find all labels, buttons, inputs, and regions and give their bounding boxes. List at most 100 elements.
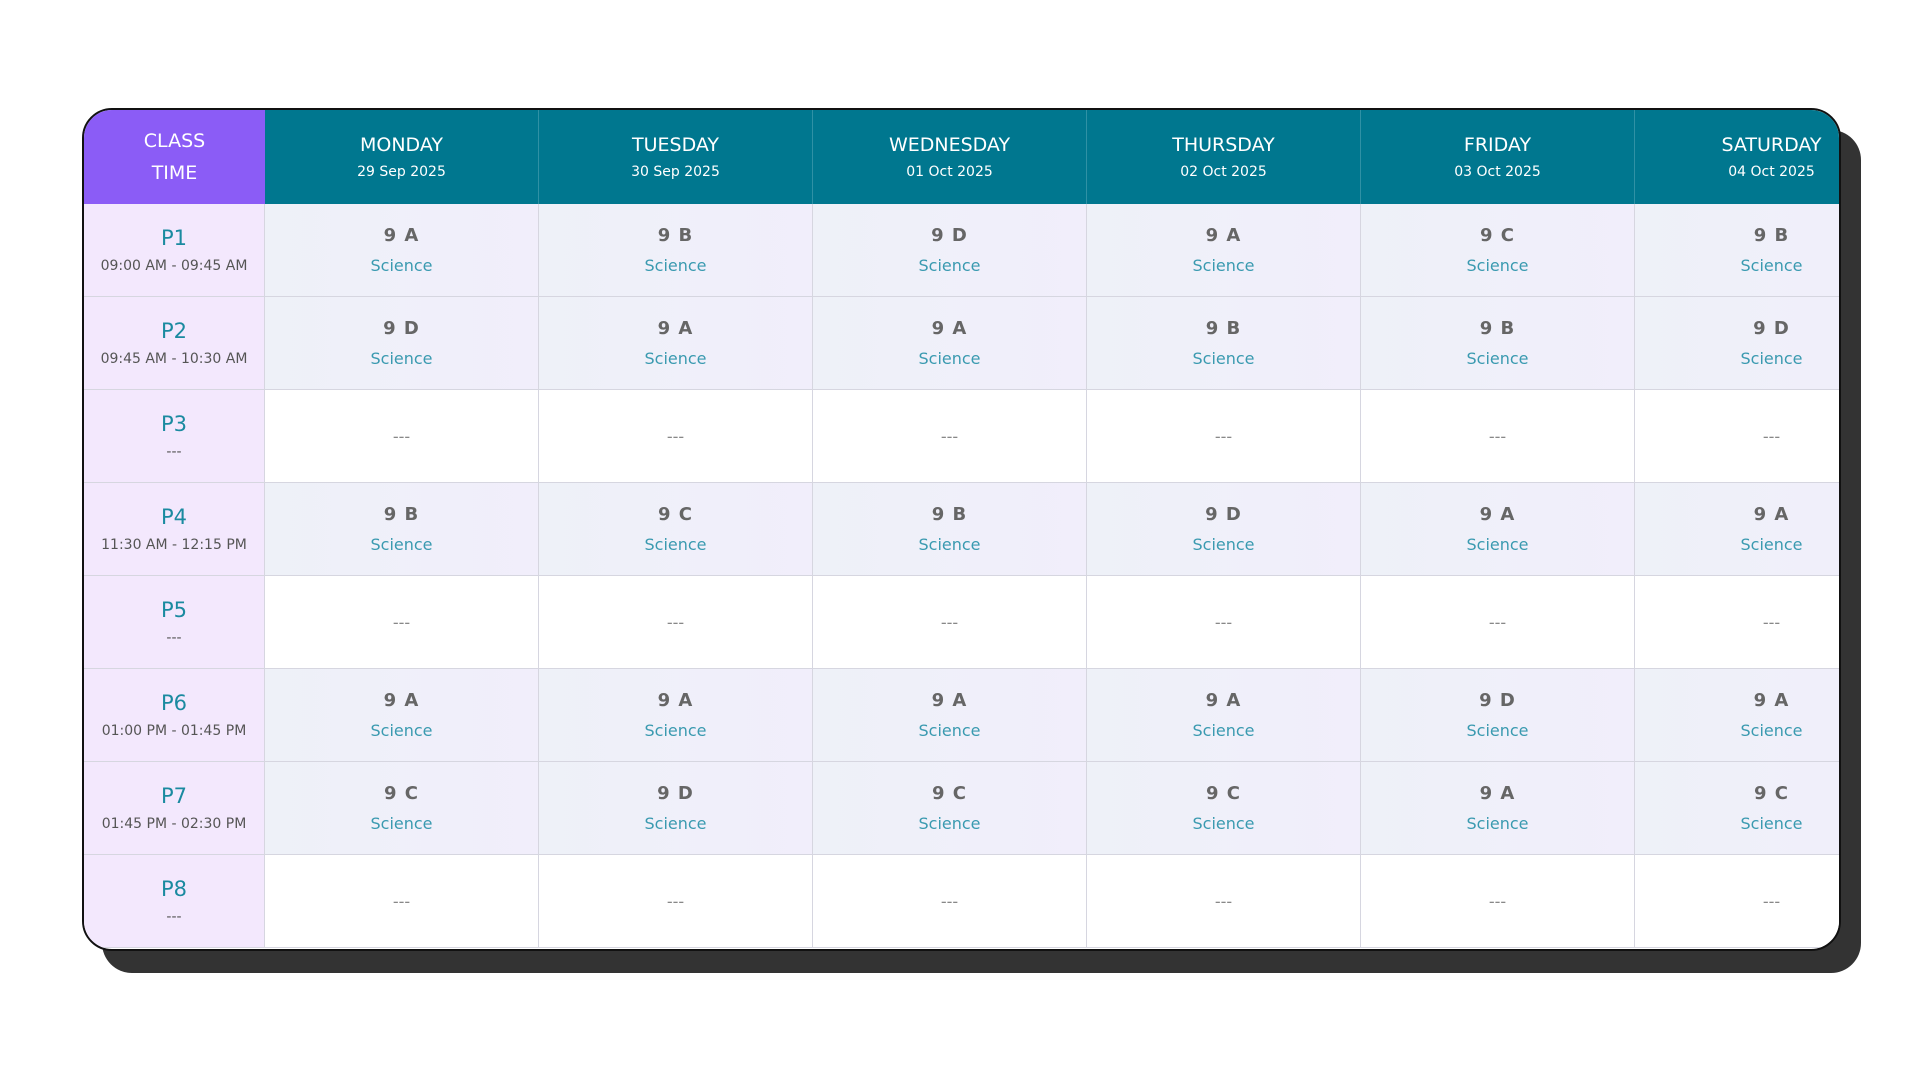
period-time: 09:45 AM - 10:30 AM <box>100 351 248 367</box>
day-name: MONDAY <box>360 134 443 156</box>
empty-slot: --- <box>265 390 539 483</box>
period-cell: P2 09:45 AM - 10:30 AM <box>84 297 265 390</box>
class-name: 9 B <box>1205 318 1242 339</box>
class-slot: 9 A Science <box>1087 204 1361 297</box>
empty-slot: --- <box>265 855 539 948</box>
period-label: P2 <box>160 319 188 343</box>
class-name: 9 C <box>1205 783 1241 804</box>
subject-name: Science <box>1192 814 1255 833</box>
empty-slot: --- <box>1087 855 1361 948</box>
class-name: 9 A <box>1753 690 1790 711</box>
empty-slot: --- <box>813 390 1087 483</box>
class-name: 9 B <box>383 504 420 525</box>
class-slot: 9 A Science <box>813 669 1087 762</box>
empty-slot: --- <box>1087 576 1361 669</box>
period-cell: P6 01:00 PM - 01:45 PM <box>84 669 265 762</box>
subject-name: Science <box>918 721 981 740</box>
class-slot: 9 A Science <box>813 297 1087 390</box>
empty-slot: --- <box>1361 390 1635 483</box>
class-slot: 9 D Science <box>1087 483 1361 576</box>
class-name: 9 A <box>931 318 968 339</box>
class-name: 9 D <box>1753 318 1790 339</box>
subject-name: Science <box>370 256 433 275</box>
class-name: 9 A <box>657 690 694 711</box>
class-name: 9 A <box>1479 783 1516 804</box>
class-name: 9 D <box>1205 504 1242 525</box>
class-slot: 9 C Science <box>1635 762 1839 855</box>
class-slot: 9 A Science <box>1635 483 1839 576</box>
class-name: 9 D <box>383 318 420 339</box>
class-name: 9 A <box>1205 225 1242 246</box>
class-slot: 9 A Science <box>1087 669 1361 762</box>
class-name: 9 A <box>383 225 420 246</box>
day-date: 01 Oct 2025 <box>906 164 993 180</box>
class-name: 9 B <box>1753 225 1790 246</box>
subject-name: Science <box>644 349 707 368</box>
class-name: 9 B <box>657 225 694 246</box>
empty-slot: --- <box>1087 390 1361 483</box>
class-slot: 9 A Science <box>265 669 539 762</box>
class-slot: 9 B Science <box>813 483 1087 576</box>
subject-name: Science <box>1740 256 1803 275</box>
day-date: 29 Sep 2025 <box>357 164 446 180</box>
subject-name: Science <box>1192 349 1255 368</box>
class-slot: 9 C Science <box>265 762 539 855</box>
subject-name: Science <box>918 256 981 275</box>
class-slot: 9 A Science <box>539 669 813 762</box>
empty-slot: --- <box>1635 855 1839 948</box>
period-cell: P3 --- <box>84 390 265 483</box>
class-name: 9 A <box>1479 504 1516 525</box>
class-slot: 9 A Science <box>1635 669 1839 762</box>
period-time: --- <box>166 444 182 460</box>
empty-slot: --- <box>1635 390 1839 483</box>
empty-slot: --- <box>539 855 813 948</box>
subject-name: Science <box>1740 349 1803 368</box>
period-time: 01:45 PM - 02:30 PM <box>101 816 247 832</box>
timetable-grid: CLASS TIME MONDAY 29 Sep 2025 TUESDAY 30 Sep… <box>84 110 1839 948</box>
class-name: 9 D <box>1479 690 1516 711</box>
class-name: 9 A <box>657 318 694 339</box>
class-slot: 9 C Science <box>1361 204 1635 297</box>
period-label: P7 <box>160 784 188 808</box>
class-slot: 9 C Science <box>539 483 813 576</box>
subject-name: Science <box>1192 535 1255 554</box>
subject-name: Science <box>1466 721 1529 740</box>
empty-slot: --- <box>265 576 539 669</box>
day-header: SATURDAY 04 Oct 2025 <box>1635 110 1839 204</box>
class-name: 9 C <box>1753 783 1789 804</box>
day-header: MONDAY 29 Sep 2025 <box>265 110 539 204</box>
class-name: 9 D <box>657 783 694 804</box>
subject-name: Science <box>644 814 707 833</box>
class-slot: 9 B Science <box>1361 297 1635 390</box>
class-slot: 9 C Science <box>1087 762 1361 855</box>
subject-name: Science <box>1466 814 1529 833</box>
class-slot: 9 B Science <box>539 204 813 297</box>
class-name: 9 C <box>383 783 419 804</box>
subject-name: Science <box>1740 535 1803 554</box>
class-slot: 9 D Science <box>1361 669 1635 762</box>
class-slot: 9 A Science <box>265 204 539 297</box>
class-slot: 9 A Science <box>1361 483 1635 576</box>
class-slot: 9 B Science <box>1087 297 1361 390</box>
period-cell: P4 11:30 AM - 12:15 PM <box>84 483 265 576</box>
subject-name: Science <box>1740 721 1803 740</box>
period-label: P4 <box>160 505 188 529</box>
class-slot: 9 A Science <box>1361 762 1635 855</box>
day-header: THURSDAY 02 Oct 2025 <box>1087 110 1361 204</box>
subject-name: Science <box>1466 256 1529 275</box>
day-date: 02 Oct 2025 <box>1180 164 1267 180</box>
day-name: FRIDAY <box>1463 134 1532 156</box>
class-name: 9 A <box>1753 504 1790 525</box>
subject-name: Science <box>1466 535 1529 554</box>
class-slot: 9 C Science <box>813 762 1087 855</box>
period-time: --- <box>166 630 182 646</box>
class-slot: 9 A Science <box>539 297 813 390</box>
empty-slot: --- <box>1361 855 1635 948</box>
timetable: CLASS TIME MONDAY 29 Sep 2025 TUESDAY 30 Sep… <box>82 108 1841 951</box>
period-cell: P7 01:45 PM - 02:30 PM <box>84 762 265 855</box>
class-slot: 9 D Science <box>813 204 1087 297</box>
empty-slot: --- <box>1635 576 1839 669</box>
class-slot: 9 D Science <box>1635 297 1839 390</box>
empty-slot: --- <box>539 390 813 483</box>
corner-header: CLASS TIME <box>84 110 265 204</box>
